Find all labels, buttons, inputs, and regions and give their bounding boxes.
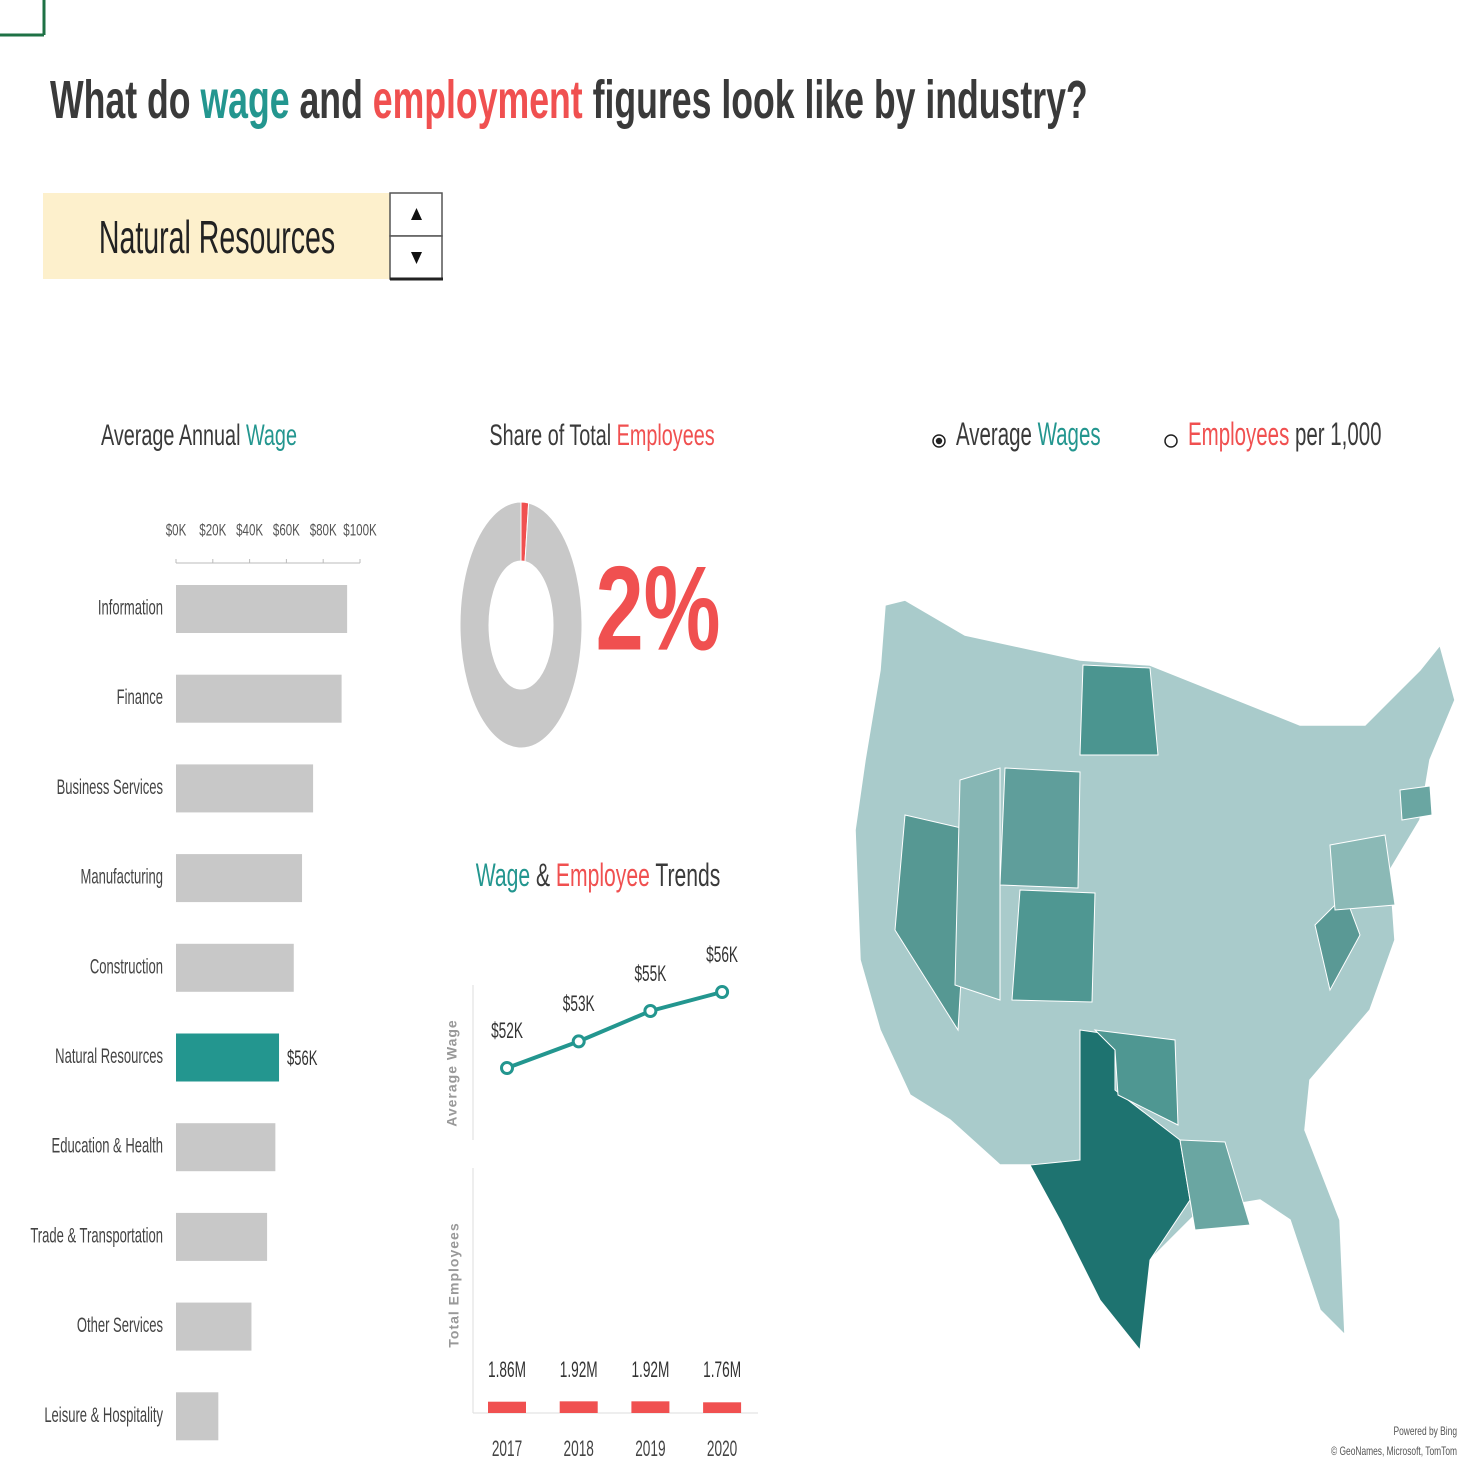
x-tick-label: $0K: [166, 520, 187, 539]
category-label: Finance: [117, 686, 163, 709]
value-label: 1.92M: [631, 1357, 669, 1382]
bar: [176, 764, 314, 813]
page-title-part: wage: [200, 70, 290, 130]
bar: [176, 1123, 276, 1172]
employee-bar: [703, 1402, 742, 1413]
x-tick-label: 2020: [707, 1436, 737, 1461]
chart-title-part: Share of Total: [489, 419, 616, 452]
value-label: $56K: [706, 942, 738, 967]
bar: [176, 1392, 219, 1441]
wage-point: [643, 1004, 658, 1018]
map-option-part: Average: [956, 416, 1038, 452]
x-tick-label: 2018: [564, 1436, 594, 1461]
category-label: Business Services: [57, 776, 163, 799]
wage-point: [500, 1061, 514, 1075]
chart-title-part: Wage: [246, 419, 297, 452]
map-credit: Powered by Bing: [1393, 1424, 1457, 1438]
page-title: What do wage and employment figures look…: [50, 70, 1088, 130]
category-label: Information: [98, 597, 163, 620]
value-label: $52K: [491, 1018, 523, 1043]
chart-title-part: Employees: [617, 419, 715, 452]
wage-point: [715, 985, 730, 999]
chart-title: Wage & Employee Trends: [476, 857, 721, 893]
chart-title-part: Average Annual: [101, 419, 246, 452]
category-label: Education & Health: [52, 1135, 163, 1158]
bar: [176, 585, 348, 633]
chart-title-part: Wage: [476, 857, 530, 893]
x-tick-label: $100K: [343, 520, 377, 539]
page-title-part: employment: [373, 70, 583, 130]
x-tick-label: 2017: [492, 1436, 522, 1461]
map-option-part: Employees: [1188, 416, 1289, 452]
spinner-down[interactable]: [389, 235, 443, 281]
map-option[interactable]: Employees per 1,000: [1164, 416, 1382, 452]
share-label: 2%: [596, 542, 721, 676]
selector-box: [43, 193, 390, 279]
value-label: 1.76M: [703, 1357, 741, 1382]
page-title-part: What do: [50, 70, 200, 130]
donut-slice: [459, 501, 583, 749]
chart-title-part: Trends: [650, 857, 720, 893]
axis-title: Average Wage: [444, 1019, 460, 1126]
page-title-part: and: [290, 70, 373, 130]
us-map: [854, 599, 1456, 1352]
selector-value[interactable]: Natural Resources: [99, 211, 335, 263]
value-label: $56K: [287, 1047, 317, 1070]
value-label: 1.92M: [560, 1357, 598, 1382]
axis-title: Total Employees: [446, 1222, 462, 1347]
map-option-part: per 1,000: [1289, 416, 1381, 452]
x-tick-label: $60K: [273, 520, 300, 539]
category-label: Construction: [90, 955, 163, 978]
category-label: Manufacturing: [80, 866, 163, 889]
bar: [176, 943, 294, 992]
x-tick-label: $80K: [310, 520, 337, 539]
wage-point: [571, 1034, 586, 1049]
bar: [176, 674, 342, 723]
chart-title: Average Annual Wage: [101, 419, 297, 452]
employee-bar: [488, 1401, 526, 1413]
value-label: $55K: [634, 961, 666, 986]
bar: [176, 1033, 280, 1082]
value-label: $53K: [563, 991, 595, 1016]
bar: [176, 1212, 268, 1261]
employee-bar: [559, 1401, 598, 1413]
map-option-label[interactable]: Average Wages: [956, 416, 1101, 452]
wage-line: [506, 990, 723, 1070]
x-tick-label: 2019: [635, 1436, 665, 1461]
map-credit: © GeoNames, Microsoft, TomTom: [1331, 1444, 1457, 1458]
employee-bar: [631, 1401, 670, 1413]
value-label: 1.86M: [488, 1357, 526, 1382]
map-option[interactable]: Average Wages: [932, 416, 1101, 452]
chart-title: Share of Total Employees: [489, 419, 714, 452]
page-title-part: figures look like by industry?: [583, 70, 1088, 130]
chart-title-part: &: [530, 857, 556, 893]
chart-title-part: Employee: [556, 857, 650, 893]
map-option-part: Wages: [1038, 416, 1101, 452]
category-label: Trade & Transportation: [30, 1224, 163, 1247]
x-tick-label: $20K: [199, 520, 226, 539]
spinner-up[interactable]: [389, 192, 443, 237]
radio[interactable]: [1164, 434, 1178, 448]
x-tick-label: $40K: [236, 520, 263, 539]
category-label: Leisure & Hospitality: [44, 1404, 163, 1427]
radio-dot: [935, 437, 943, 445]
bar: [176, 1302, 252, 1351]
map-option-label[interactable]: Employees per 1,000: [1188, 416, 1382, 452]
category-label: Natural Resources: [55, 1045, 163, 1068]
bar: [176, 854, 303, 903]
category-label: Other Services: [77, 1314, 163, 1337]
